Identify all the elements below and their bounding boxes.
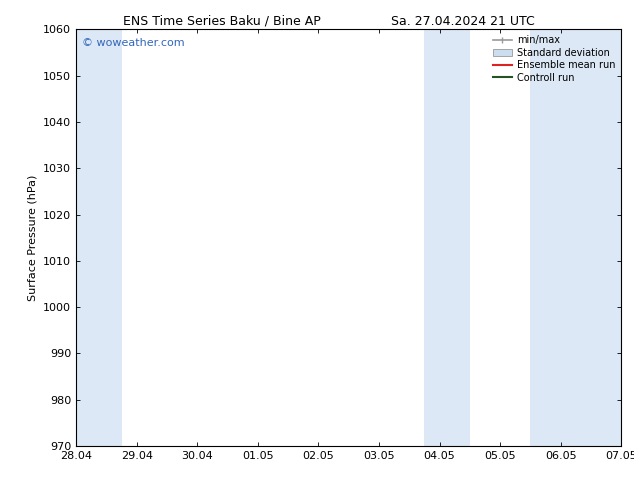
Y-axis label: Surface Pressure (hPa): Surface Pressure (hPa) xyxy=(27,174,37,301)
Legend: min/max, Standard deviation, Ensemble mean run, Controll run: min/max, Standard deviation, Ensemble me… xyxy=(489,32,618,85)
Text: © woweather.com: © woweather.com xyxy=(82,38,184,48)
Bar xyxy=(76,29,122,446)
Bar xyxy=(424,29,470,446)
Text: ENS Time Series Baku / Bine AP: ENS Time Series Baku / Bine AP xyxy=(123,15,321,28)
Bar xyxy=(531,29,621,446)
Text: Sa. 27.04.2024 21 UTC: Sa. 27.04.2024 21 UTC xyxy=(391,15,534,28)
